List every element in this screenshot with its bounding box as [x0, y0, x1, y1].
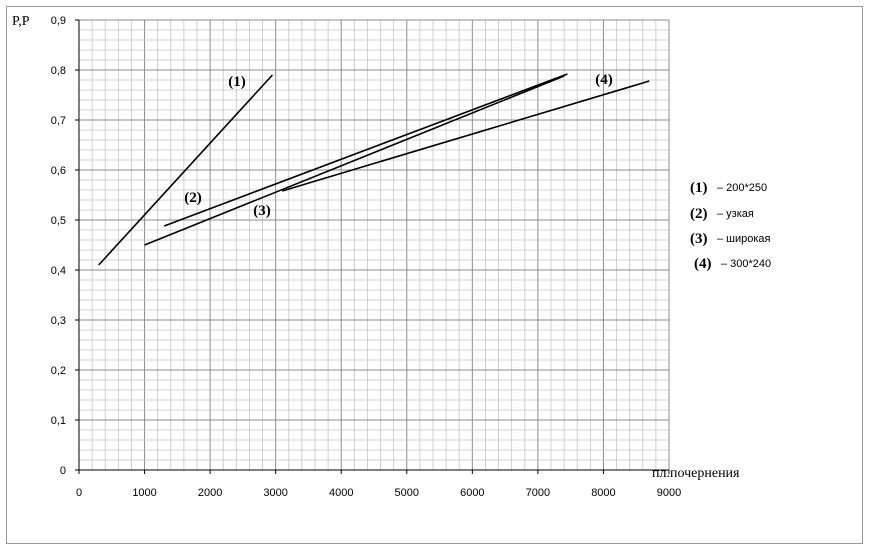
series-labels: (1) (2) (3) (4) [184, 72, 613, 219]
legend-text-1: – 200*250 [717, 182, 767, 194]
grid [75, 19, 670, 474]
y-tick-label: 0,3 [51, 315, 66, 327]
series-line-2 [163, 73, 568, 227]
x-tick-label: 9000 [657, 487, 681, 499]
y-tick-label: 0,4 [51, 265, 66, 277]
legend-key-1: (1) [690, 180, 708, 196]
y-tick-label: 0,7 [51, 115, 66, 127]
series-label-4: (4) [595, 72, 613, 88]
y-tick-label: 0,9 [51, 15, 66, 27]
legend-key-4: (4) [694, 256, 712, 272]
y-axis-label: P,P [12, 14, 30, 29]
legend: (1) – 200*250 (2) – узкая (3) – широкая (4) – 3… [690, 180, 771, 272]
y-tick-label: 0,5 [51, 215, 66, 227]
series-lines [98, 73, 650, 266]
x-tick-label: 0 [76, 487, 82, 499]
series-label-2: (2) [184, 190, 202, 206]
y-tick-label: 0 [60, 465, 66, 477]
series-line-3 [144, 75, 565, 246]
x-tick-label: 5000 [395, 487, 419, 499]
chart-frame [6, 6, 863, 544]
y-tick-labels: 0 0,1 0,2 0,3 0,4 0,5 0,6 0,7 0,8 0,9 [51, 15, 66, 477]
legend-key-3: (3) [690, 231, 708, 247]
x-tick-label: 8000 [591, 487, 615, 499]
x-tick-labels: 0 1000 2000 3000 4000 5000 6000 7000 8000 9000 [76, 487, 681, 499]
y-tick-label: 0,6 [51, 165, 66, 177]
x-tick-label: 7000 [526, 487, 550, 499]
legend-text-4: – 300*240 [721, 258, 771, 270]
x-tick-label: 4000 [329, 487, 353, 499]
series-line-4 [281, 80, 650, 192]
y-tick-label: 0,2 [51, 365, 66, 377]
y-tick-label: 0,8 [51, 65, 66, 77]
x-tick-label: 3000 [263, 487, 287, 499]
series-line-1 [98, 74, 273, 266]
x-tick-label: 6000 [460, 487, 484, 499]
legend-text-3: – широкая [717, 233, 771, 245]
series-label-3: (3) [253, 203, 271, 219]
x-tick-label: 2000 [198, 487, 222, 499]
legend-text-2: – узкая [717, 208, 754, 220]
x-axis-label: пл.почернения [652, 466, 740, 481]
x-tick-label: 1000 [132, 487, 156, 499]
legend-key-2: (2) [690, 206, 708, 222]
y-tick-label: 0,1 [51, 415, 66, 427]
series-label-1: (1) [228, 74, 246, 90]
